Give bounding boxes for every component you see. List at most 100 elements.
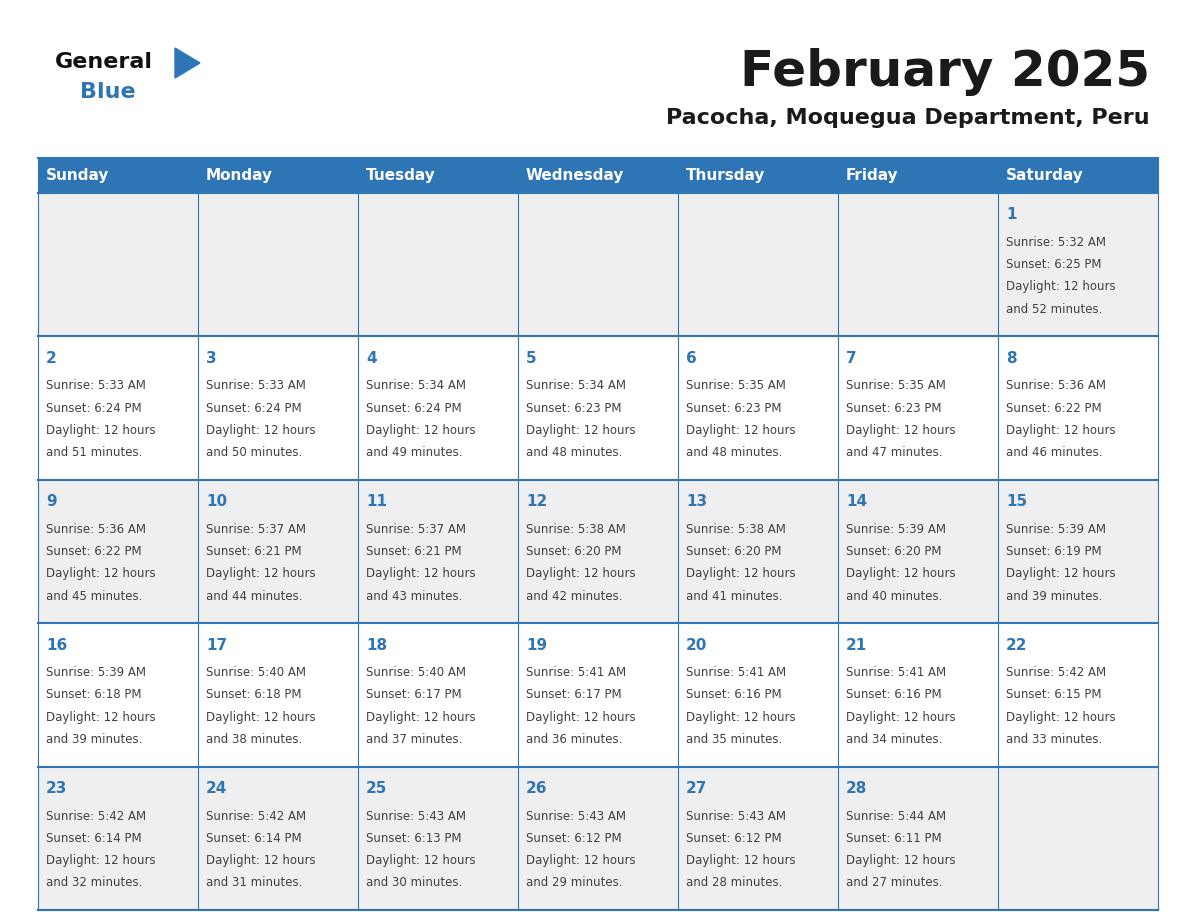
Text: and 49 minutes.: and 49 minutes. [366, 446, 462, 459]
Text: Daylight: 12 hours: Daylight: 12 hours [685, 567, 796, 580]
Text: Daylight: 12 hours: Daylight: 12 hours [366, 711, 475, 723]
Text: Daylight: 12 hours: Daylight: 12 hours [46, 711, 156, 723]
Bar [998, 158, 1158, 193]
Bar [358, 336, 518, 480]
Text: Daylight: 12 hours: Daylight: 12 hours [685, 854, 796, 868]
Text: General: General [55, 52, 153, 72]
Text: Daylight: 12 hours: Daylight: 12 hours [206, 854, 316, 868]
Text: Sunset: 6:24 PM: Sunset: 6:24 PM [366, 402, 462, 415]
Bar [838, 480, 998, 623]
Text: 27: 27 [685, 781, 707, 796]
Text: Sunrise: 5:34 AM: Sunrise: 5:34 AM [366, 379, 466, 392]
Text: Sunset: 6:12 PM: Sunset: 6:12 PM [685, 832, 782, 845]
Text: 20: 20 [685, 637, 707, 653]
Text: Friday: Friday [846, 168, 898, 183]
Text: Daylight: 12 hours: Daylight: 12 hours [526, 567, 636, 580]
Text: Daylight: 12 hours: Daylight: 12 hours [46, 854, 156, 868]
Text: and 34 minutes.: and 34 minutes. [846, 733, 942, 746]
Text: Sunrise: 5:42 AM: Sunrise: 5:42 AM [46, 810, 146, 823]
Text: Sunset: 6:20 PM: Sunset: 6:20 PM [846, 545, 942, 558]
Text: 10: 10 [206, 494, 227, 509]
Text: Sunset: 6:21 PM: Sunset: 6:21 PM [206, 545, 302, 558]
Text: Sunset: 6:24 PM: Sunset: 6:24 PM [46, 402, 141, 415]
Text: Daylight: 12 hours: Daylight: 12 hours [846, 567, 955, 580]
Text: Blue: Blue [80, 82, 135, 102]
Text: Sunset: 6:14 PM: Sunset: 6:14 PM [46, 832, 141, 845]
Text: and 47 minutes.: and 47 minutes. [846, 446, 942, 459]
Bar [678, 480, 838, 623]
Bar [838, 767, 998, 910]
Text: Sunset: 6:11 PM: Sunset: 6:11 PM [846, 832, 942, 845]
Text: Daylight: 12 hours: Daylight: 12 hours [846, 854, 955, 868]
Text: and 37 minutes.: and 37 minutes. [366, 733, 462, 746]
Text: 8: 8 [1006, 351, 1017, 365]
Text: Daylight: 12 hours: Daylight: 12 hours [1006, 711, 1116, 723]
Text: 22: 22 [1006, 637, 1028, 653]
Text: Daylight: 12 hours: Daylight: 12 hours [526, 854, 636, 868]
Bar [358, 623, 518, 767]
Text: Daylight: 12 hours: Daylight: 12 hours [366, 567, 475, 580]
Bar [38, 158, 198, 193]
Text: Sunrise: 5:38 AM: Sunrise: 5:38 AM [685, 523, 786, 536]
Text: Sunrise: 5:33 AM: Sunrise: 5:33 AM [206, 379, 305, 392]
Text: Daylight: 12 hours: Daylight: 12 hours [206, 424, 316, 437]
Text: Sunset: 6:24 PM: Sunset: 6:24 PM [206, 402, 302, 415]
Text: and 36 minutes.: and 36 minutes. [526, 733, 623, 746]
Text: Sunset: 6:16 PM: Sunset: 6:16 PM [685, 688, 782, 701]
Text: Sunrise: 5:42 AM: Sunrise: 5:42 AM [206, 810, 307, 823]
Text: Sunrise: 5:36 AM: Sunrise: 5:36 AM [1006, 379, 1106, 392]
Text: 16: 16 [46, 637, 68, 653]
Text: 7: 7 [846, 351, 857, 365]
Text: and 48 minutes.: and 48 minutes. [526, 446, 623, 459]
Bar [198, 336, 358, 480]
Text: Sunrise: 5:32 AM: Sunrise: 5:32 AM [1006, 236, 1106, 249]
Text: Wednesday: Wednesday [526, 168, 625, 183]
Bar [838, 158, 998, 193]
Text: Sunrise: 5:39 AM: Sunrise: 5:39 AM [846, 523, 946, 536]
Bar [38, 480, 198, 623]
Text: and 41 minutes.: and 41 minutes. [685, 589, 783, 602]
Bar [518, 336, 678, 480]
Text: and 42 minutes.: and 42 minutes. [526, 589, 623, 602]
Text: Sunset: 6:18 PM: Sunset: 6:18 PM [206, 688, 302, 701]
Bar [678, 193, 838, 336]
Text: Monday: Monday [206, 168, 273, 183]
Text: 18: 18 [366, 637, 387, 653]
Text: 24: 24 [206, 781, 227, 796]
Text: and 51 minutes.: and 51 minutes. [46, 446, 143, 459]
Text: and 32 minutes.: and 32 minutes. [46, 877, 143, 890]
Bar [198, 623, 358, 767]
Text: Sunrise: 5:41 AM: Sunrise: 5:41 AM [526, 666, 626, 679]
Text: Sunrise: 5:33 AM: Sunrise: 5:33 AM [46, 379, 146, 392]
Bar [998, 193, 1158, 336]
Text: 2: 2 [46, 351, 57, 365]
Text: Sunrise: 5:40 AM: Sunrise: 5:40 AM [366, 666, 466, 679]
Text: Sunset: 6:12 PM: Sunset: 6:12 PM [526, 832, 621, 845]
Text: Daylight: 12 hours: Daylight: 12 hours [526, 424, 636, 437]
Bar [838, 193, 998, 336]
Bar [358, 193, 518, 336]
Text: Sunrise: 5:41 AM: Sunrise: 5:41 AM [685, 666, 786, 679]
Text: Sunrise: 5:34 AM: Sunrise: 5:34 AM [526, 379, 626, 392]
Text: Sunrise: 5:40 AM: Sunrise: 5:40 AM [206, 666, 307, 679]
Text: Daylight: 12 hours: Daylight: 12 hours [526, 711, 636, 723]
Text: Sunrise: 5:43 AM: Sunrise: 5:43 AM [685, 810, 786, 823]
Text: Daylight: 12 hours: Daylight: 12 hours [846, 424, 955, 437]
Text: 4: 4 [366, 351, 377, 365]
Bar [838, 336, 998, 480]
Bar [198, 767, 358, 910]
Text: Sunset: 6:19 PM: Sunset: 6:19 PM [1006, 545, 1101, 558]
Bar [838, 623, 998, 767]
Text: Daylight: 12 hours: Daylight: 12 hours [46, 424, 156, 437]
Bar [358, 158, 518, 193]
Text: 19: 19 [526, 637, 548, 653]
Text: Daylight: 12 hours: Daylight: 12 hours [206, 567, 316, 580]
Text: Sunset: 6:23 PM: Sunset: 6:23 PM [846, 402, 942, 415]
Text: 5: 5 [526, 351, 537, 365]
Text: and 38 minutes.: and 38 minutes. [206, 733, 302, 746]
Text: Sunrise: 5:37 AM: Sunrise: 5:37 AM [366, 523, 466, 536]
Text: Sunset: 6:23 PM: Sunset: 6:23 PM [685, 402, 782, 415]
Text: 13: 13 [685, 494, 707, 509]
Bar [998, 480, 1158, 623]
Text: Daylight: 12 hours: Daylight: 12 hours [206, 711, 316, 723]
